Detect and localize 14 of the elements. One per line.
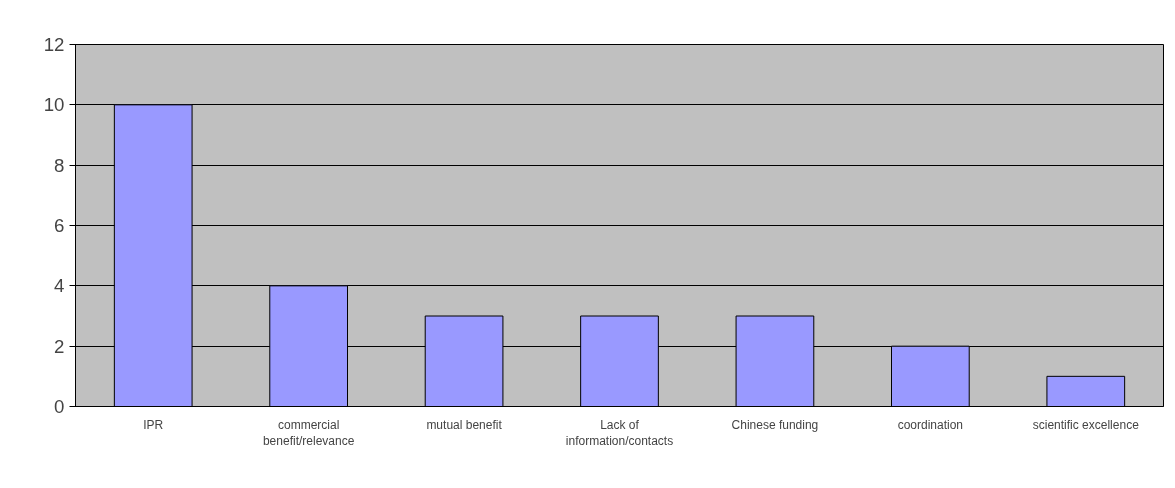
x-tick-label: mutual benefit — [426, 417, 503, 432]
y-tick-label: 6 — [54, 215, 65, 236]
x-tick-label: commercial benefit/relevance — [262, 417, 355, 449]
x-tick-label: Chinese funding — [731, 417, 819, 432]
x-tick-label: Lack of information/contacts — [565, 417, 674, 449]
x-tick-label: scientific excellence — [1032, 417, 1140, 432]
y-tick-label: 10 — [43, 94, 65, 116]
y-tick-label: 4 — [54, 275, 65, 297]
y-tick-label: 8 — [54, 154, 65, 176]
y-tick-label: 12 — [43, 34, 65, 55]
y-tick-label: 0 — [54, 396, 65, 417]
x-tick-label: coordination — [897, 417, 964, 432]
x-tick-label: IPR — [143, 417, 164, 432]
y-tick-label: 2 — [54, 335, 65, 357]
